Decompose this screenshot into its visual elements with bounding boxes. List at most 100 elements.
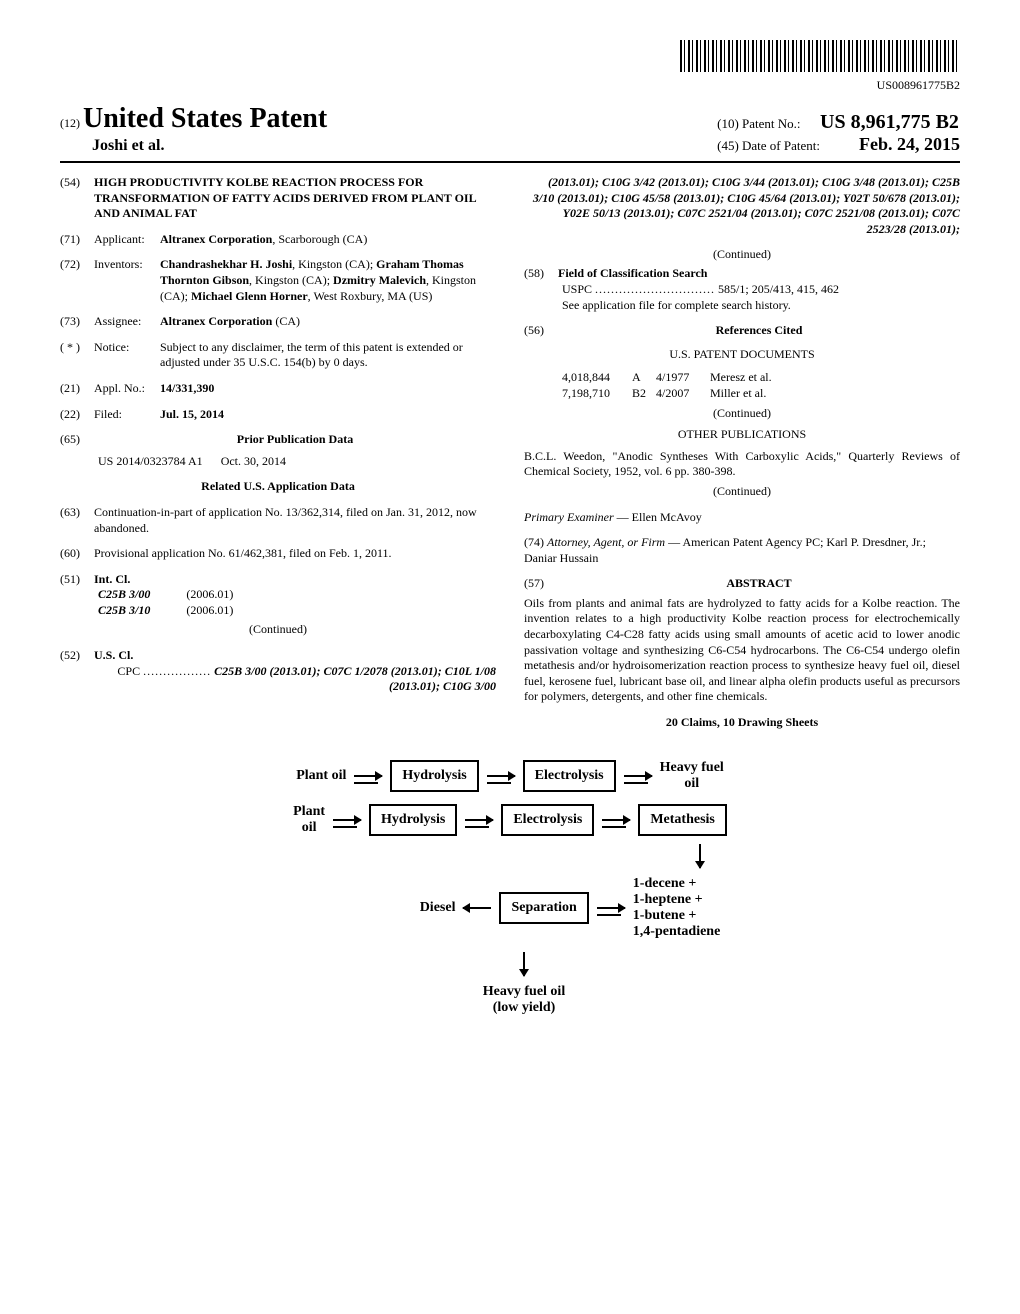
appl-no: 14/331,390 xyxy=(160,381,496,397)
s65-title: Prior Publication Data xyxy=(94,432,496,448)
s54-num: (54) xyxy=(60,175,94,222)
ref1-date: 4/1977 xyxy=(656,370,710,386)
label-plant-oil-2: Plant oil xyxy=(293,804,325,836)
section-71: (71) Applicant: Altranex Corporation, Sc… xyxy=(60,232,496,248)
inventor-1: Chandrashekhar H. Joshi xyxy=(160,257,292,271)
uspc-label: USPC xyxy=(562,282,592,296)
s65-num: (65) xyxy=(60,432,94,448)
filed-date: Jul. 15, 2014 xyxy=(160,407,496,423)
box-electrolysis-1: Electrolysis xyxy=(523,760,616,792)
section-60: (60) Provisional application No. 61/462,… xyxy=(60,546,496,562)
box-hydrolysis-2: Hydrolysis xyxy=(369,804,457,836)
refs-continued: (Continued) xyxy=(524,406,960,422)
cpc-continuation: (2013.01); C10G 3/42 (2013.01); C10G 3/4… xyxy=(524,175,960,237)
arrow-down-icon xyxy=(699,844,701,868)
label-products: 1-decene + 1-heptene + 1-butene + 1,4-pe… xyxy=(633,876,721,940)
notice-text: Subject to any disclaimer, the term of t… xyxy=(160,340,496,371)
arrow-icon xyxy=(333,819,361,821)
s22-label: Filed: xyxy=(94,407,160,423)
flowchart: Plant oil Hydrolysis Electrolysis Heavy … xyxy=(190,760,830,1016)
section-58: (58) Field of Classification Search USPC… xyxy=(524,266,960,313)
intcl-1-date: (2006.01) xyxy=(186,587,233,601)
date-label: (45) Date of Patent: xyxy=(717,138,820,153)
arrow-icon xyxy=(597,907,625,909)
main-content: (54) HIGH PRODUCTIVITY KOLBE REACTION PR… xyxy=(60,175,960,730)
s71-label: Applicant: xyxy=(94,232,160,248)
header-left: (12) United States Patent Joshi et al. xyxy=(60,103,327,155)
label-low-yield: Heavy fuel oil (low yield) xyxy=(204,984,844,1016)
section-56: (56) References Cited U.S. PATENT DOCUME… xyxy=(524,323,960,499)
arrow-icon xyxy=(354,775,382,777)
arrow-icon xyxy=(602,819,630,821)
s72-label: Inventors: xyxy=(94,257,160,304)
s58-num: (58) xyxy=(524,266,558,282)
section-72: (72) Inventors: Chandrashekhar H. Joshi,… xyxy=(60,257,496,304)
abstract-text: Oils from plants and animal fats are hyd… xyxy=(524,596,960,705)
assignee-loc: (CA) xyxy=(272,314,300,328)
arrow-icon xyxy=(465,819,493,821)
s56-num: (56) xyxy=(524,323,558,339)
arrow-icon xyxy=(487,775,515,777)
cpc-continued-marker: (Continued) xyxy=(524,247,960,262)
ref-1: 4,018,844 A 4/1977 Meresz et al. xyxy=(562,370,960,386)
assignee: Altranex Corporation xyxy=(160,314,272,328)
abstract-num: (57) xyxy=(524,576,558,592)
barcode-region: US008961775B2 xyxy=(60,40,960,93)
cpc-codes: C25B 3/00 (2013.01); C07C 1/2078 (2013.0… xyxy=(214,664,496,694)
attorney-label: Attorney, Agent, or Firm xyxy=(547,535,665,549)
flow-connector xyxy=(699,840,701,872)
doc-type: United States Patent xyxy=(83,103,327,134)
label-diesel: Diesel xyxy=(420,900,456,916)
s51-label: Int. Cl. xyxy=(94,572,130,588)
pub-date: Oct. 30, 2014 xyxy=(221,454,286,468)
s21-num: (21) xyxy=(60,381,94,397)
box-separation: Separation xyxy=(499,892,588,924)
abstract-title: ABSTRACT xyxy=(558,576,960,592)
arrow-icon xyxy=(624,775,652,777)
examiner-section: Primary Examiner — Ellen McAvoy xyxy=(524,510,960,526)
section-54: (54) HIGH PRODUCTIVITY KOLBE REACTION PR… xyxy=(60,175,496,222)
attorney-section: (74) Attorney, Agent, or Firm — American… xyxy=(524,535,960,566)
s52-label: U.S. Cl. xyxy=(94,648,133,664)
abstract-section: (57) ABSTRACT Oils from plants and anima… xyxy=(524,576,960,705)
document-header: (12) United States Patent Joshi et al. (… xyxy=(60,103,960,163)
inventor-4: Michael Glenn Horner xyxy=(191,289,308,303)
section-51: (51) Int. Cl. C25B 3/00 (2006.01) C25B 3… xyxy=(60,572,496,638)
section-63: (63) Continuation-in-part of application… xyxy=(60,505,496,536)
cpc-cont-text: (2013.01); C10G 3/42 (2013.01); C10G 3/4… xyxy=(533,175,960,236)
ref1-no: 4,018,844 xyxy=(562,370,632,386)
ref1-type: A xyxy=(632,370,656,386)
inv1-loc: , Kingston (CA); xyxy=(292,257,376,271)
pub-no: US 2014/0323784 A1 xyxy=(98,454,203,468)
intcl-1: C25B 3/00 xyxy=(98,587,150,601)
examiner-name: — Ellen McAvoy xyxy=(614,510,702,524)
examiner-label: Primary Examiner xyxy=(524,510,614,524)
inventor-3: Dzmitry Malevich xyxy=(333,273,426,287)
s21-label: Appl. No.: xyxy=(94,381,160,397)
s56-title: References Cited xyxy=(558,323,960,339)
s71-applicant: Altranex Corporation xyxy=(160,232,272,246)
ref1-author: Meresz et al. xyxy=(710,370,772,386)
arrow-left-icon xyxy=(463,907,491,909)
flow-row-1: Plant oil Hydrolysis Electrolysis Heavy … xyxy=(190,760,830,792)
label-plant-oil: Plant oil xyxy=(296,768,346,784)
flow-connector-2 xyxy=(523,948,525,980)
inv4-loc: , West Roxbury, MA (US) xyxy=(308,289,433,303)
label-heavy-fuel: Heavy fuel oil xyxy=(660,760,724,792)
section-22: (22) Filed: Jul. 15, 2014 xyxy=(60,407,496,423)
other-pubs-title: OTHER PUBLICATIONS xyxy=(524,427,960,443)
box-electrolysis-2: Electrolysis xyxy=(501,804,594,836)
uspc-codes: 585/1; 205/413, 415, 462 xyxy=(718,282,839,296)
ref2-date: 4/2007 xyxy=(656,386,710,402)
related-title: Related U.S. Application Data xyxy=(60,479,496,495)
box-hydrolysis-1: Hydrolysis xyxy=(390,760,478,792)
section-21: (21) Appl. No.: 14/331,390 xyxy=(60,381,496,397)
section-65: (65) Prior Publication Data US 2014/0323… xyxy=(60,432,496,469)
attorney-num: (74) xyxy=(524,535,544,549)
s63-num: (63) xyxy=(60,505,94,536)
s63-text: Continuation-in-part of application No. … xyxy=(94,505,496,536)
s51-num: (51) xyxy=(60,572,94,588)
uspc-dots: .............................. xyxy=(595,282,715,296)
s71-num: (71) xyxy=(60,232,94,248)
barcode-text: US008961775B2 xyxy=(60,78,960,93)
